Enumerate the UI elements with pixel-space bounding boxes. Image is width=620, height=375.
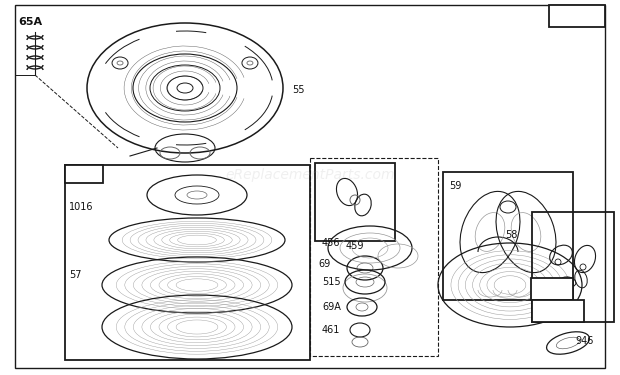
Text: 461: 461 [322, 325, 340, 335]
Text: 459: 459 [346, 241, 365, 251]
Text: 59: 59 [449, 181, 461, 191]
Text: eReplacementParts.com: eReplacementParts.com [225, 168, 395, 182]
Text: 60: 60 [545, 284, 559, 294]
Text: 56: 56 [76, 169, 92, 179]
Text: 946A: 946A [544, 306, 572, 316]
Text: 946: 946 [575, 336, 593, 346]
Text: 69: 69 [318, 259, 330, 269]
Text: 58: 58 [505, 230, 517, 240]
Bar [549, 5, 605, 27]
Bar [531, 278, 573, 300]
Bar [443, 172, 573, 300]
Text: 55: 55 [292, 85, 304, 95]
Bar [532, 300, 584, 322]
Bar [65, 165, 103, 183]
Bar [65, 165, 310, 360]
Text: 65A: 65A [18, 17, 42, 27]
Text: 57: 57 [69, 270, 81, 280]
Bar [532, 212, 614, 322]
Text: 456: 456 [322, 238, 340, 248]
Bar [310, 158, 438, 356]
Text: 69A: 69A [322, 302, 341, 312]
Text: 1016: 1016 [69, 202, 94, 212]
Bar [315, 163, 395, 241]
Text: 515: 515 [322, 277, 340, 287]
Text: 608: 608 [565, 11, 588, 21]
